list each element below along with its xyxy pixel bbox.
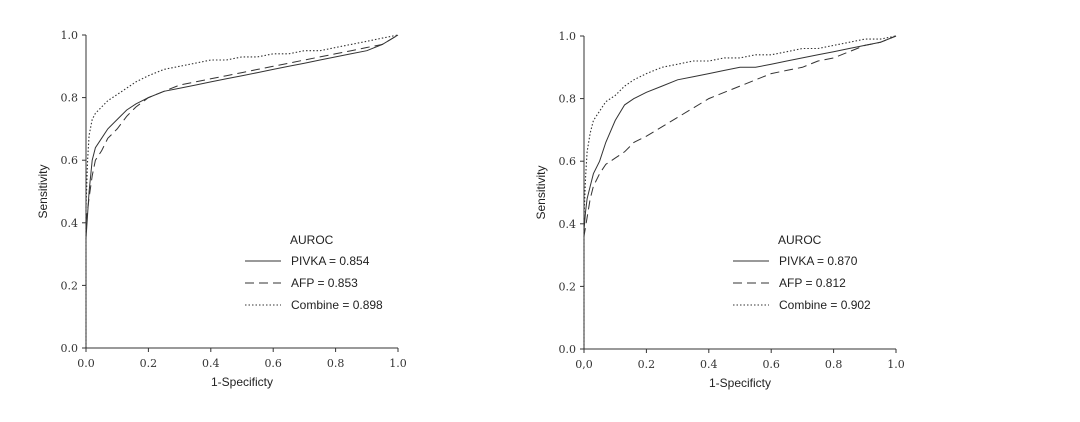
y-tick-label: 1.0 xyxy=(61,29,79,42)
legend-label: PIVKA = 0.854 xyxy=(291,254,370,268)
roc-panel-1: 0.0 0.2 0.4 0.6 0.8 1.0 0.0 0.2 0.4 0.6 0.8 1.0 1-Sp… xyxy=(36,29,407,389)
legend-title: AUROC xyxy=(290,233,334,247)
x-tick-label: 0.2 xyxy=(638,358,656,371)
legend-label: Combine = 0.902 xyxy=(779,298,871,312)
roc-curve-solid xyxy=(85,34,399,348)
y-axis-title: Sensitivity xyxy=(36,164,50,218)
y-tick-label: 0.6 xyxy=(61,154,79,167)
roc-curve-dotted xyxy=(583,35,897,349)
roc-curve-dashed xyxy=(583,35,897,349)
x-tick-label: 0.8 xyxy=(327,357,345,370)
y-tick-label: 0.8 xyxy=(559,93,577,106)
roc-curve-dotted xyxy=(85,34,399,348)
legend-label: AFP = 0.812 xyxy=(779,276,846,290)
legend: AUROC PIVKA = 0.854 AFP = 0.853 Combine = 0… xyxy=(245,233,383,312)
legend-label: AFP = 0.853 xyxy=(291,276,358,290)
legend: AUROC PIVKA = 0.870 AFP = 0.812 Combine = 0… xyxy=(733,233,871,312)
y-tick-label: 0.2 xyxy=(61,279,79,292)
y-tick-label: 0.0 xyxy=(559,343,577,356)
y-tick-label: 1.0 xyxy=(559,30,577,43)
y-tick-label: 0.0 xyxy=(61,342,79,355)
x-axis-title: 1-Specificty xyxy=(211,375,273,389)
x-tick-label: 0,0 xyxy=(575,358,593,371)
legend-label: Combine = 0.898 xyxy=(291,298,383,312)
x-tick-label: 0.6 xyxy=(264,357,282,370)
x-tick-label: 1.0 xyxy=(389,357,407,370)
x-tick-label: 0.4 xyxy=(700,358,718,371)
x-axis-title: 1-Specificty xyxy=(709,376,771,390)
y-tick-label: 0.4 xyxy=(559,218,577,231)
legend-label: PIVKA = 0.870 xyxy=(779,254,858,268)
y-tick-label: 0.6 xyxy=(559,155,577,168)
y-axis-title: Sensitivity xyxy=(534,165,548,219)
x-tick-label: 0.8 xyxy=(825,358,843,371)
x-tick-label: 0.2 xyxy=(140,357,158,370)
y-tick-label: 0.8 xyxy=(61,92,79,105)
x-tick-label: 0.4 xyxy=(202,357,220,370)
legend-title: AUROC xyxy=(778,233,822,247)
roc-curve-solid xyxy=(583,35,897,349)
y-tick-label: 0.2 xyxy=(559,280,577,293)
y-tick-label: 0.4 xyxy=(61,217,79,230)
x-tick-label: 1.0 xyxy=(887,358,905,371)
x-tick-label: 0.6 xyxy=(762,358,780,371)
x-tick-label: 0.0 xyxy=(77,357,95,370)
roc-panel-2: 0.0 0.2 0.4 0.6 0.8 1.0 0,0 0.2 0.4 0.6 0.8 1.0 1-Sp… xyxy=(534,30,905,390)
